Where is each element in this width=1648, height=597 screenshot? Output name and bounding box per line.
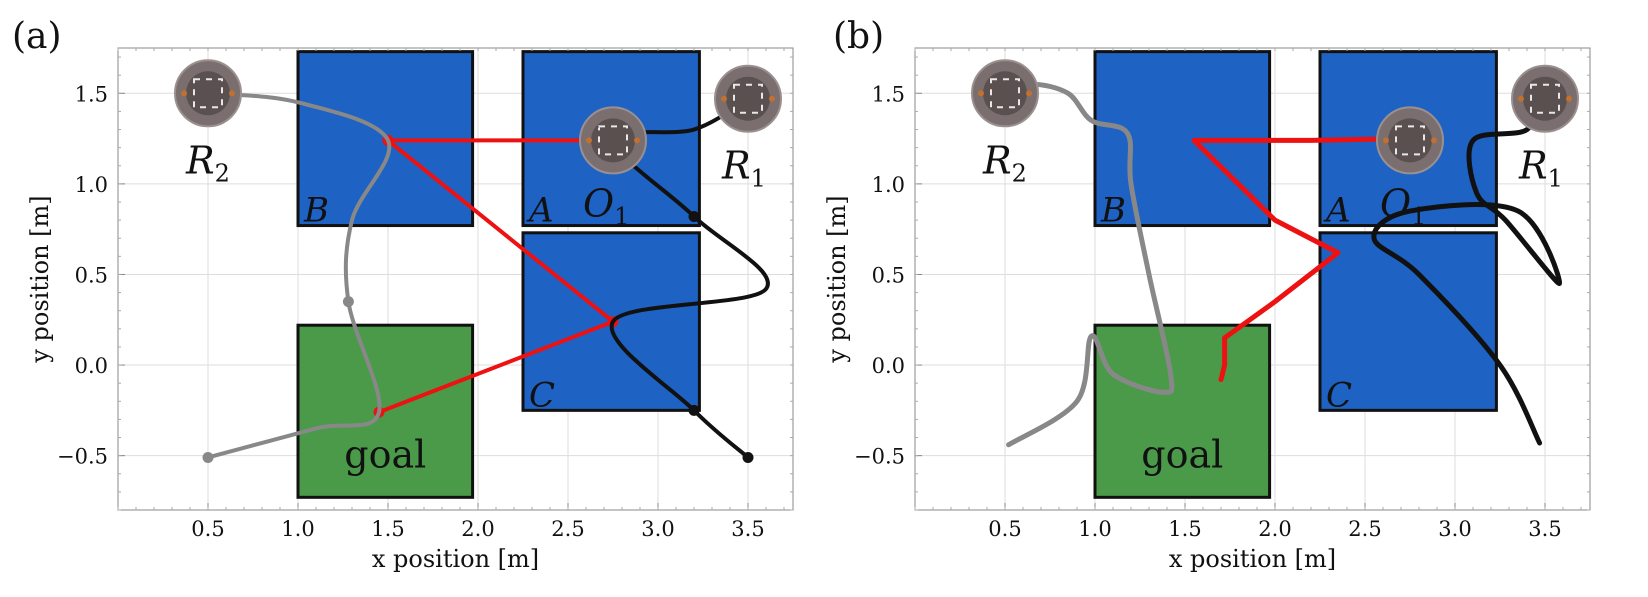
y-tick-label: 0.5 — [872, 263, 905, 287]
x-tick-label: 2.0 — [1258, 517, 1291, 541]
y-tick-label: 1.0 — [75, 173, 108, 197]
x-tick-label: 3.0 — [1438, 517, 1471, 541]
x-tick-label: 0.5 — [191, 517, 224, 541]
series-gray-point — [342, 296, 354, 308]
robot-O1-icon — [579, 106, 647, 175]
x-tick-label: 2.5 — [1348, 517, 1381, 541]
axes-frame — [914, 47, 1591, 511]
robot-R1-icon — [1511, 64, 1579, 133]
x-tick-label: 2.5 — [551, 517, 584, 541]
series-black-point — [742, 451, 754, 463]
x-tick-label: 3.5 — [1528, 517, 1561, 541]
goal-region — [1093, 323, 1272, 499]
y-tick-label: −0.5 — [854, 445, 905, 469]
series-black-point — [688, 210, 700, 222]
y-tick-label: 1.0 — [872, 173, 905, 197]
region-label-B: B — [1100, 191, 1126, 231]
robot-label-O1: O1 — [1380, 181, 1426, 230]
y-tick-label: −0.5 — [57, 445, 108, 469]
series-gray-path — [206, 91, 392, 460]
series-red-path — [1191, 136, 1413, 383]
panel-label: (a) — [12, 16, 62, 57]
series-gray-path — [1002, 81, 1175, 448]
region-label-C: C — [529, 375, 555, 415]
region-label-A: A — [1323, 191, 1351, 231]
x-tick-label: 3.5 — [731, 517, 764, 541]
y-tick-label: 0.5 — [75, 263, 108, 287]
region-label-C: C — [1326, 375, 1352, 415]
x-axis-label: x position [m] — [1169, 545, 1336, 573]
series-black-point — [688, 404, 700, 416]
x-tick-label: 2.0 — [461, 517, 494, 541]
x-tick-label: 1.0 — [281, 517, 314, 541]
robot-label-O1: O1 — [583, 181, 629, 230]
robot-label-R2: R2 — [982, 138, 1027, 187]
goal-label: goal — [1141, 433, 1223, 477]
y-tick-label: 0.0 — [75, 354, 108, 378]
robot-R2-icon — [971, 59, 1039, 128]
robot-label-R1: R1 — [721, 144, 766, 193]
robot-label-R2: R2 — [185, 138, 230, 187]
robot-label-R1: R1 — [1518, 144, 1563, 193]
goal-label: goal — [344, 433, 426, 477]
axes-frame — [117, 47, 794, 511]
y-axis-label: y position [m] — [823, 195, 851, 363]
x-axis-label: x position [m] — [372, 545, 539, 573]
y-tick-label: 1.5 — [75, 82, 108, 106]
series-gray-point — [202, 451, 214, 463]
region-label-A: A — [526, 191, 554, 231]
robot-O1-icon — [1376, 106, 1444, 175]
y-tick-label: 0.0 — [872, 354, 905, 378]
region-C — [521, 231, 701, 412]
x-tick-label: 1.5 — [371, 517, 404, 541]
region-label-B: B — [303, 191, 329, 231]
series-black-path — [1371, 90, 1562, 446]
series-black-path — [609, 96, 770, 460]
x-tick-label: 1.5 — [1168, 517, 1201, 541]
panel-label: (b) — [833, 16, 884, 57]
x-tick-label: 0.5 — [988, 517, 1021, 541]
robot-R2-icon — [174, 59, 242, 128]
y-axis-label: y position [m] — [26, 195, 54, 363]
robot-R1-icon — [714, 64, 782, 133]
x-tick-label: 1.0 — [1078, 517, 1111, 541]
y-tick-label: 1.5 — [872, 82, 905, 106]
x-tick-label: 3.0 — [641, 517, 674, 541]
